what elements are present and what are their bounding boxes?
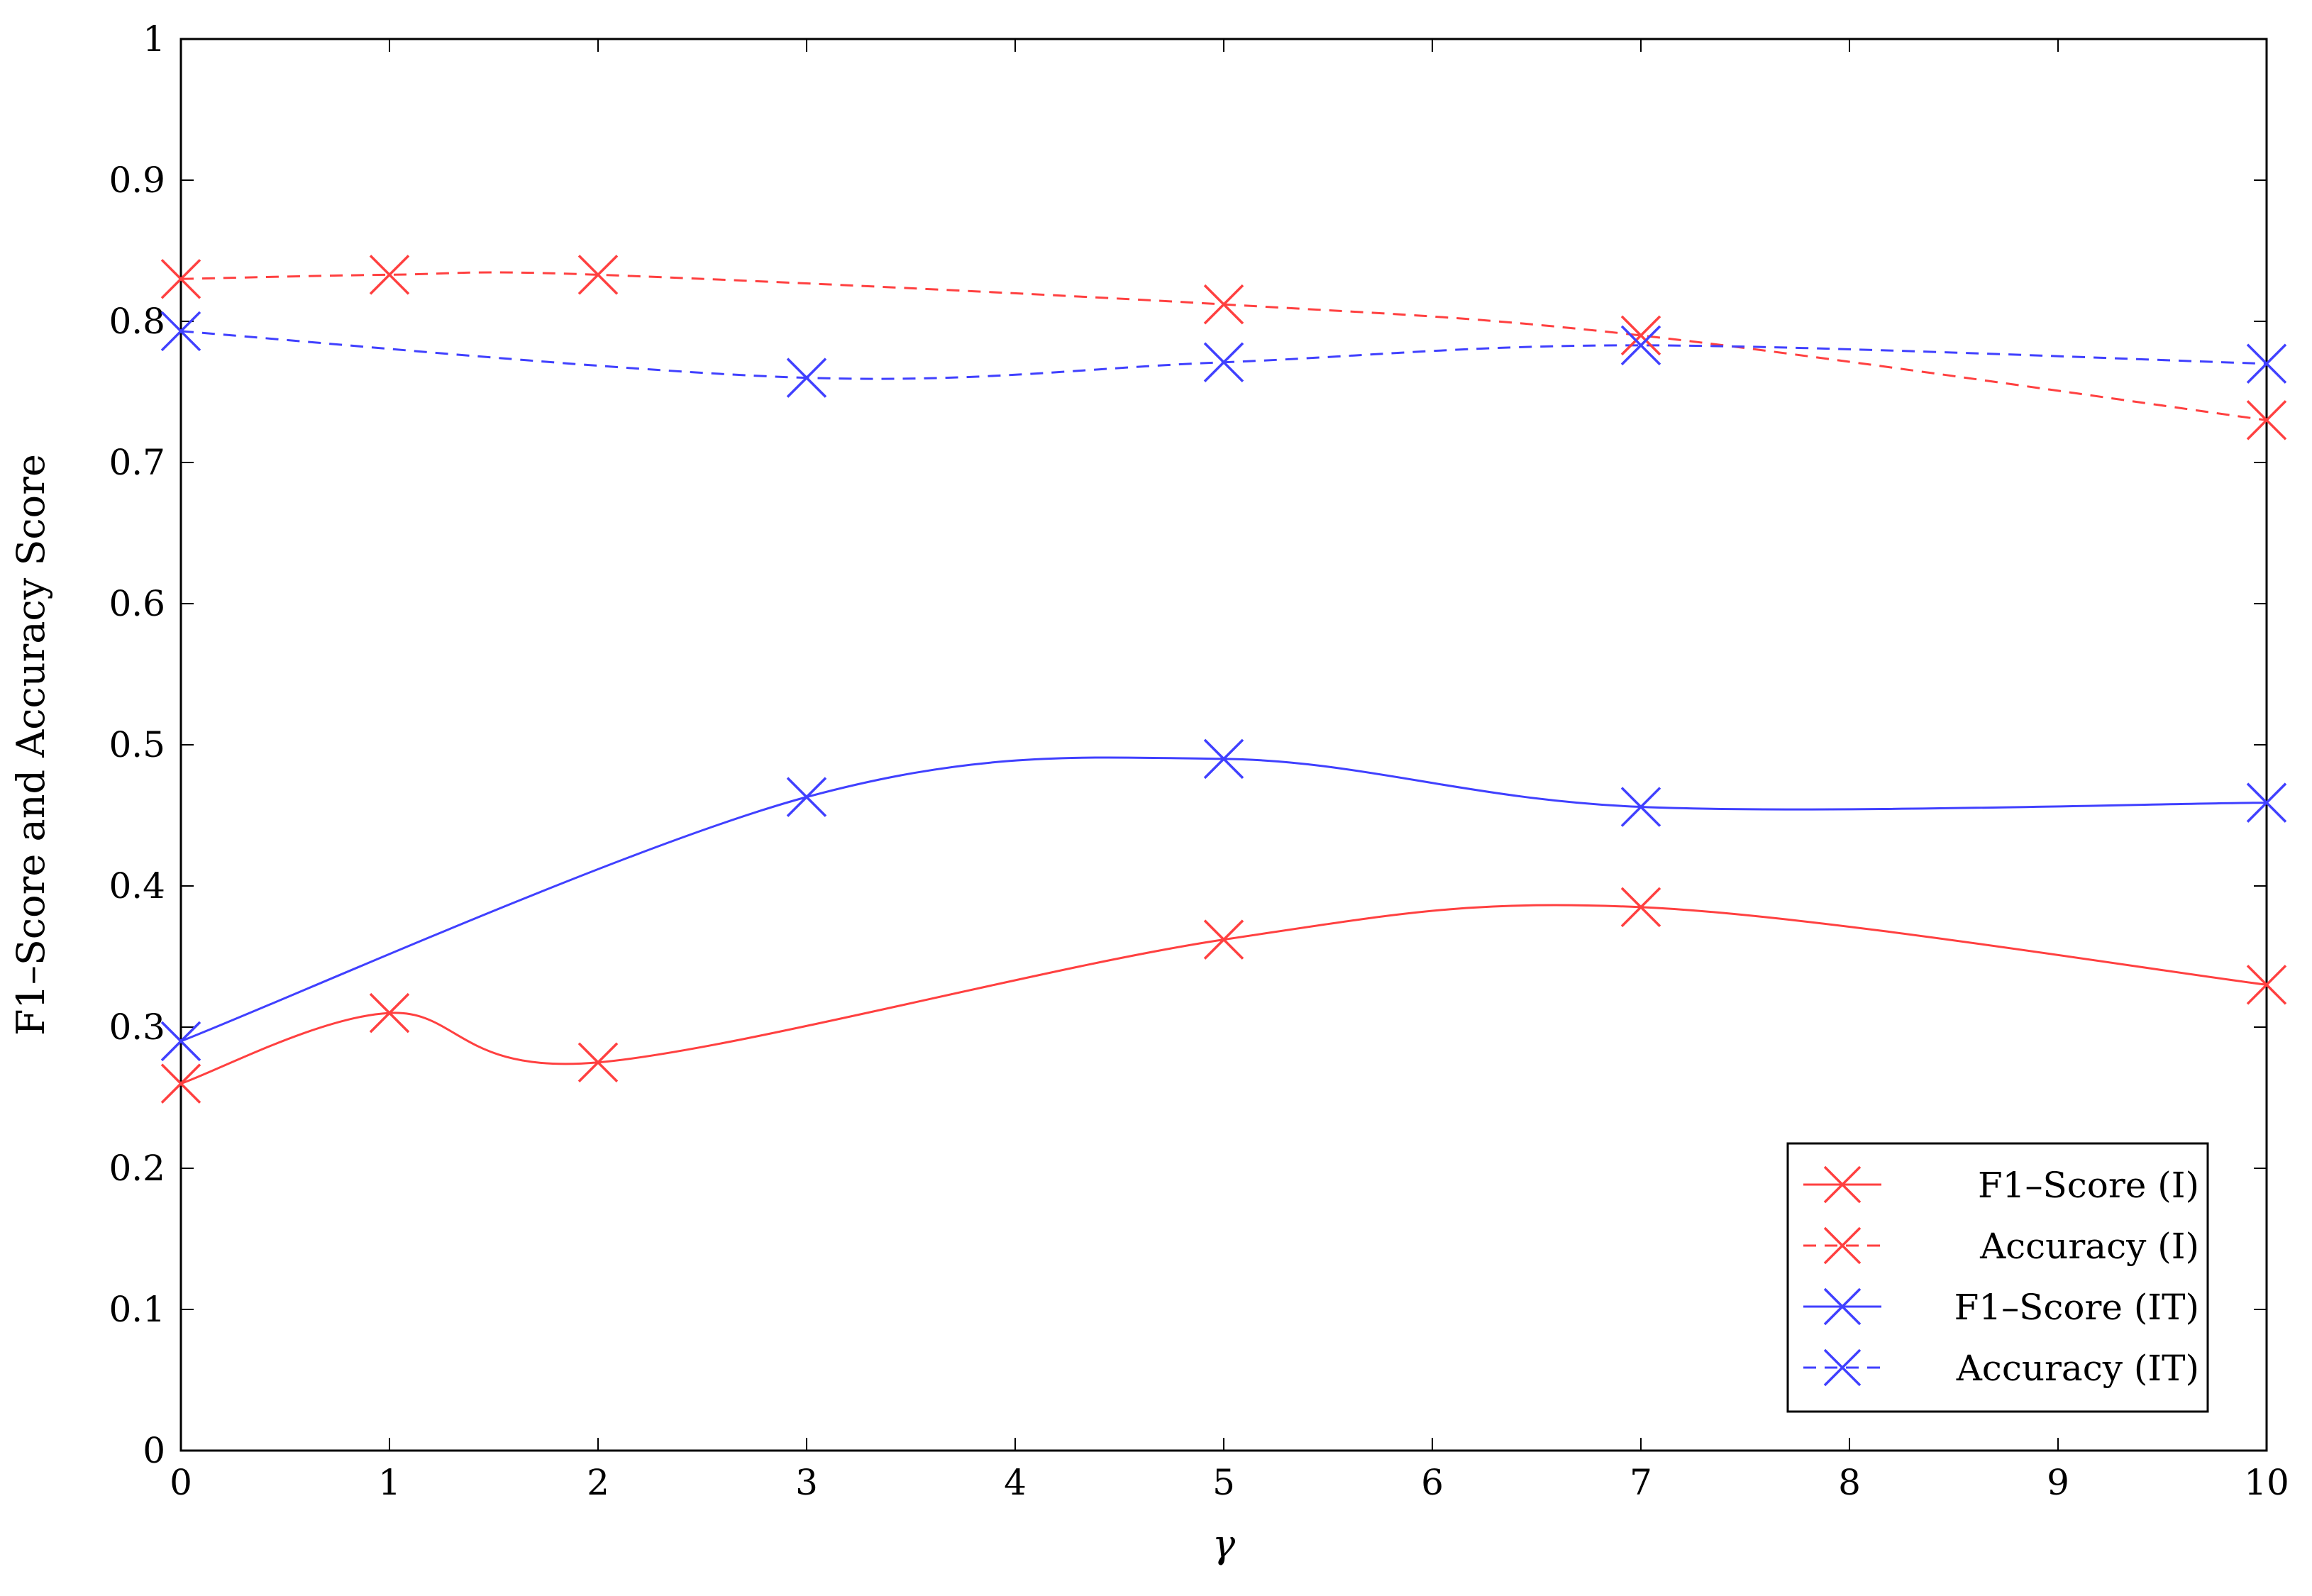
marker-stroke	[160, 311, 201, 352]
x-tick-label: 2	[587, 1462, 609, 1503]
y-tick-label: 0	[143, 1430, 165, 1471]
y-tick-label: 0.8	[109, 301, 165, 342]
marker-stroke	[2246, 400, 2287, 440]
x-tick-label: 1	[378, 1462, 401, 1503]
legend-marker	[1823, 1348, 1862, 1387]
x-tick-label: 6	[1421, 1462, 1444, 1503]
marker-stroke	[1203, 342, 1244, 382]
legend-label: Accuracy (IT)	[1956, 1348, 2199, 1389]
data-point-marker	[160, 259, 201, 299]
x-tick-label: 4	[1004, 1462, 1027, 1503]
x-tick-label: 7	[1630, 1462, 1652, 1503]
series-line-1	[180, 271, 2267, 421]
data-point-marker	[1203, 342, 1244, 382]
data-point-marker	[160, 1063, 201, 1104]
marker-stroke	[1823, 1348, 1862, 1387]
data-point-marker	[160, 1021, 201, 1062]
y-tick-label: 0.1	[109, 1289, 165, 1330]
legend-marker	[1823, 1226, 1862, 1265]
data-point-marker	[2246, 343, 2287, 384]
marker-stroke	[1203, 919, 1244, 960]
marker-stroke	[1203, 738, 1244, 780]
marker-stroke	[1620, 787, 1661, 827]
marker-stroke	[369, 992, 410, 1033]
data-point-marker	[1620, 787, 1661, 827]
marker-stroke	[786, 777, 827, 817]
legend-label: F1–Score (I)	[1978, 1165, 2199, 1206]
data-point-marker	[1203, 919, 1244, 960]
x-tick-label: 5	[1212, 1462, 1235, 1503]
series-line-2	[180, 756, 2267, 1043]
data-point-marker	[577, 255, 619, 295]
marker-stroke	[786, 358, 827, 398]
marker-stroke	[1203, 284, 1244, 325]
series-lines	[180, 271, 2267, 1085]
series-line-3	[180, 330, 2267, 380]
marker-stroke	[1620, 325, 1661, 366]
marker-stroke	[160, 259, 201, 299]
x-tick-label: 10	[2244, 1462, 2289, 1503]
legend-label: Accuracy (I)	[1979, 1226, 2199, 1267]
marker-stroke	[369, 255, 410, 295]
y-tick-label: 0.3	[109, 1007, 165, 1048]
marker-stroke	[2246, 343, 2287, 384]
y-tick-label: 0.9	[109, 160, 165, 201]
marker-stroke	[2246, 965, 2287, 1005]
data-point-marker	[1203, 738, 1244, 780]
marker-stroke	[577, 255, 619, 295]
data-point-marker	[369, 992, 410, 1033]
marker-stroke	[2246, 782, 2287, 823]
marker-stroke	[1620, 887, 1661, 928]
legend-marker	[1823, 1165, 1862, 1204]
data-point-marker	[2246, 400, 2287, 440]
x-tick-label: 8	[1838, 1462, 1861, 1503]
y-tick-label: 0.4	[109, 865, 165, 907]
data-point-marker	[577, 1042, 619, 1082]
marker-stroke	[160, 1021, 201, 1062]
data-point-marker	[1620, 887, 1661, 928]
y-tick-label: 1	[143, 18, 165, 60]
series-markers	[160, 255, 2287, 1104]
x-tick-label: 3	[795, 1462, 818, 1503]
axis-ticks: 0 1 2 3 4 5 6 7 8 9 10 0 0.1 0.2 0.3 0.4 0.5 0.6 0.7 0.8 0.9…	[109, 18, 2289, 1503]
marker-stroke	[1823, 1287, 1862, 1326]
data-point-marker	[1620, 315, 1661, 356]
data-point-marker	[1620, 325, 1661, 366]
marker-stroke	[160, 1063, 201, 1104]
y-tick-label: 0.7	[109, 442, 165, 483]
x-axis-label: γ	[1212, 1522, 1236, 1566]
data-point-marker	[2246, 965, 2287, 1005]
x-tick-label: 0	[170, 1462, 192, 1503]
y-tick-label: 0.5	[109, 724, 165, 765]
data-point-marker	[2246, 782, 2287, 823]
series-line-0	[180, 904, 2267, 1085]
x-tick-label: 9	[2047, 1462, 2069, 1503]
legend-marker	[1823, 1287, 1862, 1326]
data-point-marker	[369, 255, 410, 295]
data-point-marker	[160, 311, 201, 352]
y-tick-label: 0.6	[109, 583, 165, 624]
data-point-marker	[786, 358, 827, 398]
marker-stroke	[577, 1042, 619, 1082]
legend: F1–Score (I) Accuracy (I) F1–Score (IT) Acc…	[1786, 1142, 2209, 1413]
y-tick-label: 0.2	[109, 1148, 165, 1189]
legend-label: F1–Score (IT)	[1954, 1287, 2199, 1328]
data-point-marker	[1203, 284, 1244, 325]
y-axis-label: F1–Score and Accuracy Score	[9, 454, 53, 1036]
marker-stroke	[1620, 315, 1661, 356]
data-point-marker	[786, 777, 827, 817]
marker-stroke	[1823, 1165, 1862, 1204]
marker-stroke	[1823, 1226, 1862, 1265]
